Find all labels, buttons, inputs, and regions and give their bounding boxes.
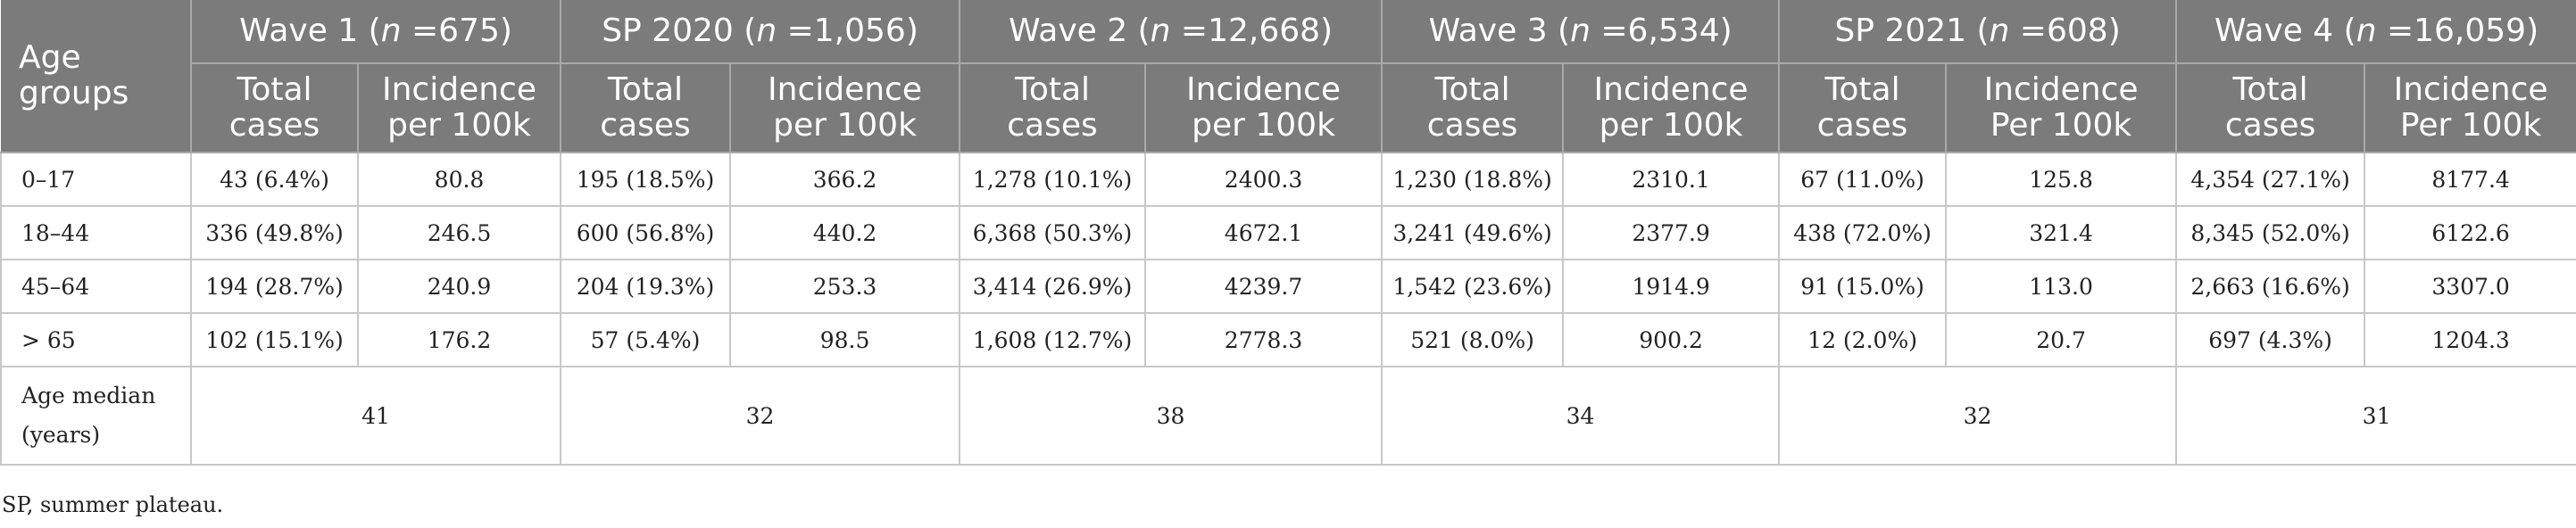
total-cases-header: Total cases <box>561 63 732 153</box>
table-cell: 80.8 <box>358 153 562 207</box>
wave-header: Wave 2 (n =12,668) <box>960 0 1384 64</box>
table-cell: 1,230 (18.8%) <box>1382 153 1565 207</box>
table-cell: 6,368 (50.3%) <box>960 206 1147 260</box>
median-value: 41 <box>191 367 562 466</box>
table-cell: 195 (18.5%) <box>561 153 732 207</box>
median-value: 38 <box>960 367 1384 466</box>
table-cell: 176.2 <box>358 313 562 367</box>
table-cell: 336 (49.8%) <box>191 206 359 260</box>
wave-header: Wave 4 (n =16,059) <box>2176 0 2576 64</box>
table-cell: 1,278 (10.1%) <box>960 153 1147 207</box>
table-cell: 2377.9 <box>1563 206 1781 260</box>
age-group-cell: > 65 <box>0 313 192 367</box>
total-cases-header: Total cases <box>1779 63 1948 153</box>
table-cell: 3,241 (49.6%) <box>1382 206 1565 260</box>
table-cell: 4239.7 <box>1145 260 1384 314</box>
age-median-label: Age median (years) <box>0 367 192 466</box>
incidence-header: Incidence Per 100k <box>1946 63 2178 153</box>
table-cell: 8177.4 <box>2364 153 2576 207</box>
table-cell: 600 (56.8%) <box>561 206 732 260</box>
table-cell: 440.2 <box>730 206 961 260</box>
table-cell: 102 (15.1%) <box>191 313 359 367</box>
table-cell: 2400.3 <box>1145 153 1384 207</box>
table-cell: 98.5 <box>730 313 961 367</box>
incidence-header: Incidence per 100k <box>1145 63 1384 153</box>
table-cell: 4672.1 <box>1145 206 1384 260</box>
table-cell: 1,542 (23.6%) <box>1382 260 1565 314</box>
age-group-cell: 18–44 <box>0 206 192 260</box>
table-cell: 43 (6.4%) <box>191 153 359 207</box>
incidence-header: Incidence per 100k <box>730 63 961 153</box>
median-row: Age median (years) 41 32 38 34 32 31 <box>0 367 2576 466</box>
age-incidence-table: Age groups Wave 1 (n =675) SP 2020 (n =1… <box>0 0 2576 466</box>
table-cell: 4,354 (27.1%) <box>2176 153 2366 207</box>
total-cases-header: Total cases <box>1382 63 1565 153</box>
table-cell: 91 (15.0%) <box>1779 260 1948 314</box>
table-cell: 366.2 <box>730 153 961 207</box>
table-cell: 113.0 <box>1946 260 2178 314</box>
table-cell: 204 (19.3%) <box>561 260 732 314</box>
table-cell: 438 (72.0%) <box>1779 206 1948 260</box>
age-groups-header: Age groups <box>1 0 192 153</box>
table-cell: 246.5 <box>358 206 562 260</box>
wave-header: Wave 3 (n =6,534) <box>1382 0 1781 64</box>
table-row: 18–44 336 (49.8%) 246.5 600 (56.8%) 440.… <box>0 206 2576 260</box>
table-row: 45–64 194 (28.7%) 240.9 204 (19.3%) 253.… <box>0 260 2576 314</box>
table-cell: 1204.3 <box>2364 313 2576 367</box>
median-value: 32 <box>1779 367 2178 466</box>
incidence-header: Incidence per 100k <box>358 63 562 153</box>
table-cell: 321.4 <box>1946 206 2178 260</box>
header-row-subcolumns: Total cases Incidence per 100k Total cas… <box>1 63 2576 153</box>
table-cell: 240.9 <box>358 260 562 314</box>
median-value: 32 <box>561 367 961 466</box>
header-row-waves: Age groups Wave 1 (n =675) SP 2020 (n =1… <box>1 0 2576 153</box>
table-cell: 1,608 (12.7%) <box>960 313 1147 367</box>
table-cell: 6122.6 <box>2364 206 2576 260</box>
incidence-header: Incidence Per 100k <box>2364 63 2576 153</box>
table-cell: 2310.1 <box>1563 153 1781 207</box>
table-cell: 3,414 (26.9%) <box>960 260 1147 314</box>
footnote: SP, summer plateau. <box>2 492 224 517</box>
total-cases-header: Total cases <box>960 63 1147 153</box>
table-cell: 57 (5.4%) <box>561 313 732 367</box>
table-cell: 2,663 (16.6%) <box>2176 260 2366 314</box>
total-cases-header: Total cases <box>191 63 359 153</box>
table-cell: 1914.9 <box>1563 260 1781 314</box>
table-cell: 125.8 <box>1946 153 2178 207</box>
wave-header: Wave 1 (n =675) <box>191 0 562 64</box>
table-cell: 521 (8.0%) <box>1382 313 1565 367</box>
median-value: 34 <box>1382 367 1781 466</box>
table-cell: 20.7 <box>1946 313 2178 367</box>
wave-header: SP 2020 (n =1,056) <box>561 0 961 64</box>
table-cell: 3307.0 <box>2364 260 2576 314</box>
table-cell: 12 (2.0%) <box>1779 313 1948 367</box>
table-row: > 65 102 (15.1%) 176.2 57 (5.4%) 98.5 1,… <box>0 313 2576 367</box>
wave-header: SP 2021 (n =608) <box>1779 0 2178 64</box>
table-cell: 8,345 (52.0%) <box>2176 206 2366 260</box>
total-cases-header: Total cases <box>2176 63 2366 153</box>
table-cell: 253.3 <box>730 260 961 314</box>
table-cell: 67 (11.0%) <box>1779 153 1948 207</box>
table-cell: 194 (28.7%) <box>191 260 359 314</box>
age-group-cell: 45–64 <box>0 260 192 314</box>
table-cell: 2778.3 <box>1145 313 1384 367</box>
median-value: 31 <box>2176 367 2576 466</box>
table-cell: 697 (4.3%) <box>2176 313 2366 367</box>
table-container: Age groups Wave 1 (n =675) SP 2020 (n =1… <box>0 0 2576 466</box>
table-row: 0–17 43 (6.4%) 80.8 195 (18.5%) 366.2 1,… <box>0 153 2576 207</box>
incidence-header: Incidence per 100k <box>1563 63 1781 153</box>
age-group-cell: 0–17 <box>0 153 192 207</box>
table-cell: 900.2 <box>1563 313 1781 367</box>
